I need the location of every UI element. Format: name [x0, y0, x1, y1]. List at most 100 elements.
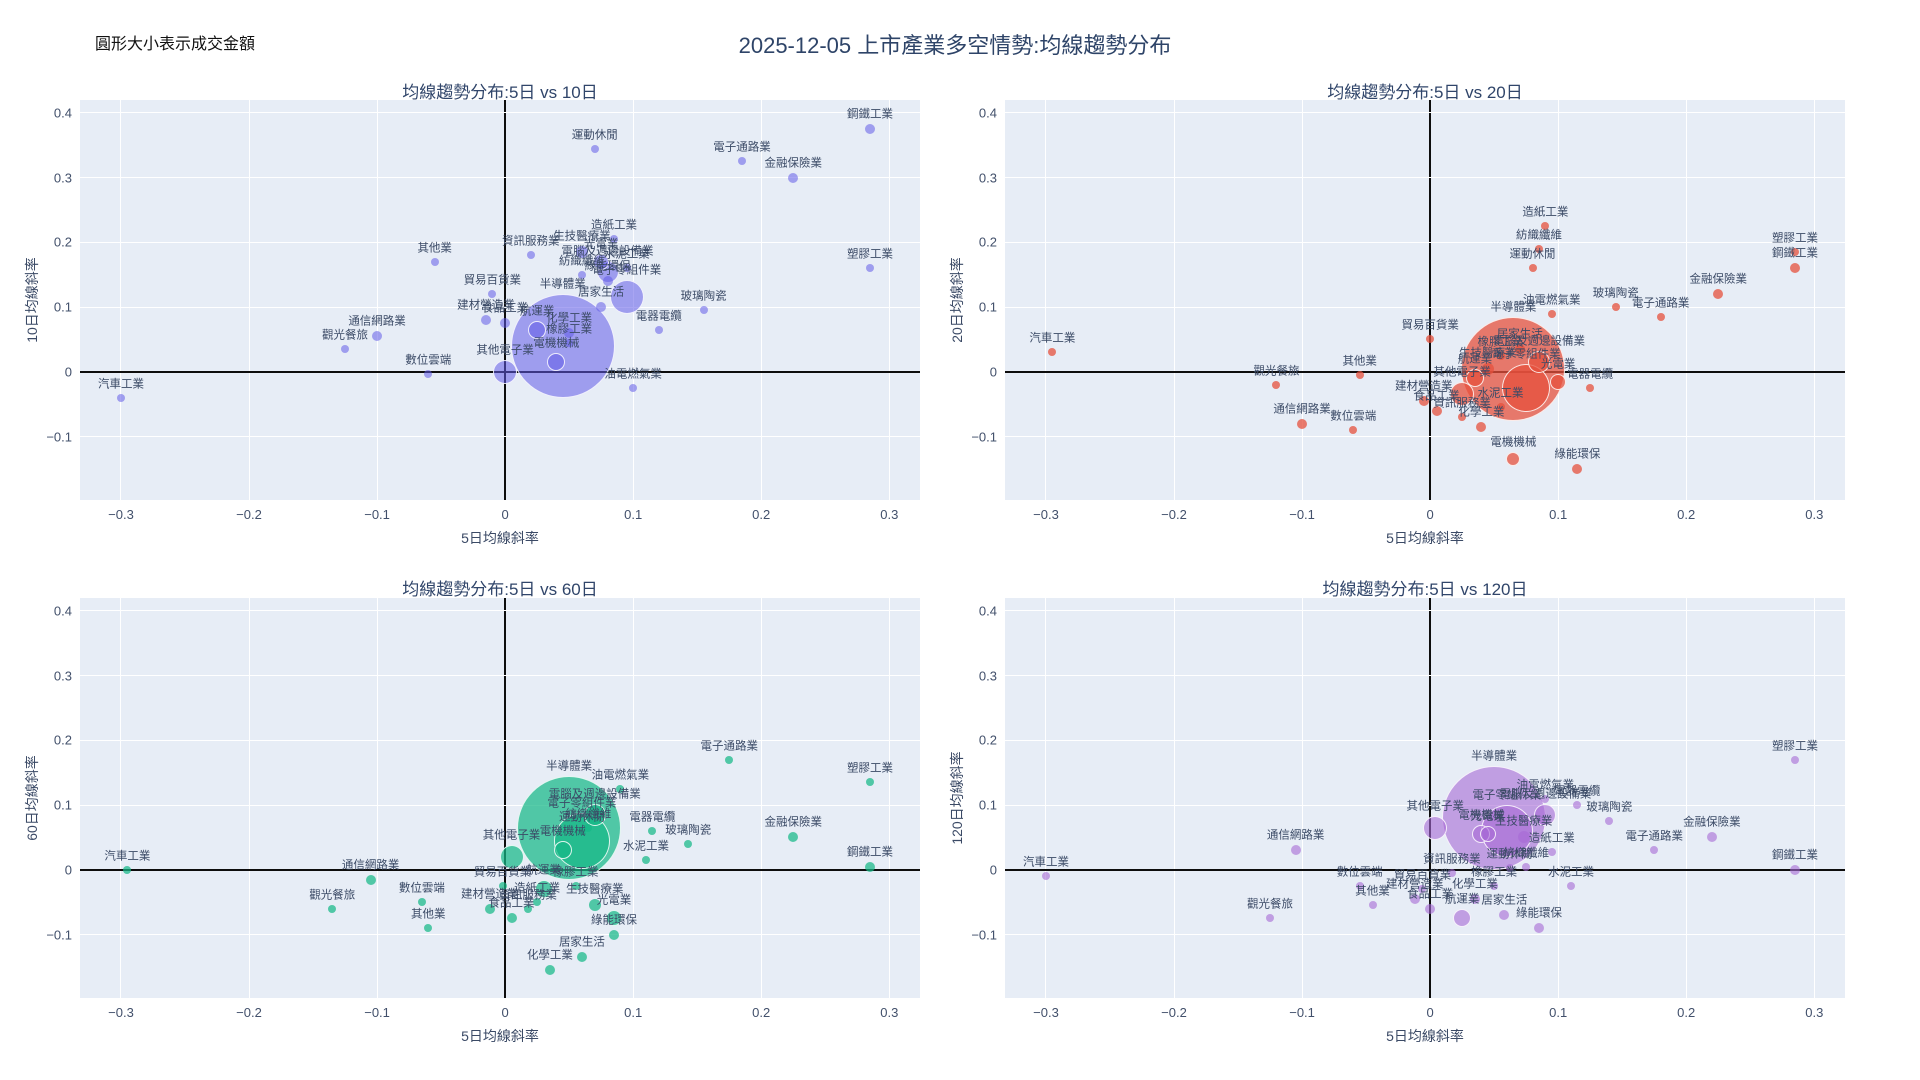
- bubble-鋼鐵工業[interactable]: [865, 861, 876, 872]
- bubble-居家生活[interactable]: [1514, 344, 1525, 355]
- bubble-數位雲端[interactable]: [424, 369, 433, 378]
- bubble-汽車工業[interactable]: [1041, 872, 1050, 881]
- bubble-光電業[interactable]: [605, 910, 622, 927]
- bubble-紡織纖維[interactable]: [1522, 862, 1531, 871]
- bubble-食品工業[interactable]: [1431, 405, 1442, 416]
- bubble-油電燃氣業[interactable]: [1541, 794, 1550, 803]
- bubble-玻璃陶瓷[interactable]: [699, 306, 708, 315]
- bubble-其他業[interactable]: [424, 924, 433, 933]
- bubble-光電業[interactable]: [593, 253, 610, 270]
- bubble-橡膠工業[interactable]: [565, 338, 574, 347]
- bubble-電腦及週邊設備業[interactable]: [583, 803, 606, 826]
- bubble-電機機械[interactable]: [547, 353, 566, 372]
- bubble-玻璃陶瓷[interactable]: [1605, 817, 1614, 826]
- bubble-電子通路業[interactable]: [1656, 312, 1665, 321]
- bubble-其他電子業[interactable]: [493, 359, 518, 384]
- bubble-油電燃氣業[interactable]: [629, 384, 638, 393]
- bubble-化學工業[interactable]: [544, 965, 555, 976]
- bubble-金融保險業[interactable]: [788, 832, 799, 843]
- bubble-資訊服務業[interactable]: [526, 251, 535, 260]
- bubble-塑膠工業[interactable]: [1791, 755, 1800, 764]
- bubble-航運業[interactable]: [528, 320, 547, 339]
- bubble-橡膠工業[interactable]: [571, 882, 580, 891]
- bubble-汽車工業[interactable]: [116, 393, 125, 402]
- bubble-電器電纜[interactable]: [1573, 801, 1582, 810]
- bubble-汽車工業[interactable]: [123, 865, 132, 874]
- bubble-貿易百貨業[interactable]: [1418, 885, 1427, 894]
- bubble-金融保險業[interactable]: [788, 172, 799, 183]
- bubble-數位雲端[interactable]: [1349, 426, 1358, 435]
- bubble-觀光餐旅[interactable]: [1272, 380, 1281, 389]
- bubble-運動休閒[interactable]: [1528, 264, 1537, 273]
- bubble-生技醫療業[interactable]: [588, 899, 601, 912]
- bubble-塑膠工業[interactable]: [1791, 248, 1800, 257]
- bubble-水泥工業[interactable]: [641, 856, 650, 865]
- bubble-其他業[interactable]: [1355, 371, 1364, 380]
- bubble-資訊服務業[interactable]: [1458, 413, 1467, 422]
- bubble-運動休閒[interactable]: [577, 827, 586, 835]
- bubble-電器電纜[interactable]: [654, 325, 663, 334]
- bubble-塑膠工業[interactable]: [866, 264, 875, 273]
- bubble-汽車工業[interactable]: [1048, 348, 1057, 357]
- bubble-生技醫療業[interactable]: [1481, 362, 1494, 375]
- bubble-金融保險業[interactable]: [1706, 832, 1717, 843]
- bubble-造紙工業[interactable]: [1541, 222, 1550, 231]
- bubble-其他業[interactable]: [430, 257, 439, 266]
- bubble-食品工業[interactable]: [506, 913, 517, 924]
- bubble-電機機械[interactable]: [1506, 452, 1521, 467]
- bubble-電腦及週邊設備業[interactable]: [1527, 351, 1550, 374]
- bubble-鋼鐵工業[interactable]: [1790, 263, 1801, 274]
- bubble-電子通路業[interactable]: [725, 755, 734, 764]
- bubble-貿易百貨業[interactable]: [488, 290, 497, 299]
- bubble-電腦及週邊設備業[interactable]: [1534, 803, 1557, 826]
- bubble-觀光餐旅[interactable]: [1266, 914, 1275, 923]
- bubble-電機機械[interactable]: [553, 841, 572, 860]
- bubble-航運業[interactable]: [534, 880, 553, 899]
- bubble-紡織纖維[interactable]: [577, 270, 586, 279]
- bubble-鋼鐵工業[interactable]: [865, 124, 876, 135]
- bubble-其他電子業[interactable]: [1423, 815, 1448, 840]
- bubble-光電業[interactable]: [1479, 826, 1496, 843]
- bubble-貿易百貨業[interactable]: [1426, 335, 1435, 344]
- bubble-通信網路業[interactable]: [1297, 418, 1308, 429]
- bubble-塑膠工業[interactable]: [866, 778, 875, 787]
- bubble-水泥工業[interactable]: [1496, 403, 1505, 412]
- bubble-鋼鐵工業[interactable]: [1790, 864, 1801, 875]
- bubble-綠能環保[interactable]: [1572, 463, 1583, 474]
- bubble-造紙工業[interactable]: [1547, 847, 1556, 856]
- bubble-造紙工業[interactable]: [609, 235, 618, 244]
- bubble-電子通路業[interactable]: [738, 157, 746, 166]
- bubble-水泥工業[interactable]: [1566, 882, 1575, 891]
- bubble-通信網路業[interactable]: [365, 874, 376, 885]
- bubble-食品工業[interactable]: [500, 318, 511, 329]
- bubble-紡織纖維[interactable]: [1534, 244, 1543, 253]
- bubble-生技醫療業[interactable]: [1517, 831, 1530, 844]
- bubble-建材營造業[interactable]: [1409, 893, 1420, 904]
- bubble-航運業[interactable]: [1465, 369, 1484, 388]
- bubble-貿易百貨業[interactable]: [498, 882, 507, 891]
- bubble-橡膠工業[interactable]: [1496, 351, 1505, 360]
- bubble-運動休閒[interactable]: [590, 144, 599, 153]
- bubble-資訊服務業[interactable]: [1447, 869, 1456, 878]
- bubble-紡織纖維[interactable]: [584, 823, 593, 832]
- bubble-化學工業[interactable]: [564, 328, 575, 338]
- bubble-其他電子業[interactable]: [1450, 382, 1475, 407]
- bubble-數位雲端[interactable]: [1355, 882, 1364, 891]
- bubble-食品工業[interactable]: [1425, 903, 1436, 914]
- bubble-光電業[interactable]: [1550, 373, 1567, 390]
- bubble-通信網路業[interactable]: [372, 331, 383, 342]
- bubble-建材營造業[interactable]: [484, 903, 495, 914]
- bubble-電器電纜[interactable]: [1586, 384, 1595, 393]
- bubble-其他電子業[interactable]: [499, 844, 524, 869]
- bubble-玻璃陶瓷[interactable]: [1611, 303, 1620, 312]
- bubble-資訊服務業[interactable]: [524, 904, 533, 913]
- bubble-居家生活[interactable]: [596, 302, 607, 313]
- bubble-航運業[interactable]: [1453, 909, 1472, 928]
- bubble-綠能環保[interactable]: [602, 276, 613, 287]
- bubble-金融保險業[interactable]: [1713, 289, 1724, 300]
- bubble-生技醫療業[interactable]: [575, 246, 588, 259]
- bubble-化學工業[interactable]: [1476, 421, 1487, 432]
- bubble-油電燃氣業[interactable]: [1547, 309, 1556, 318]
- bubble-綠能環保[interactable]: [608, 929, 619, 940]
- bubble-造紙工業[interactable]: [533, 898, 542, 907]
